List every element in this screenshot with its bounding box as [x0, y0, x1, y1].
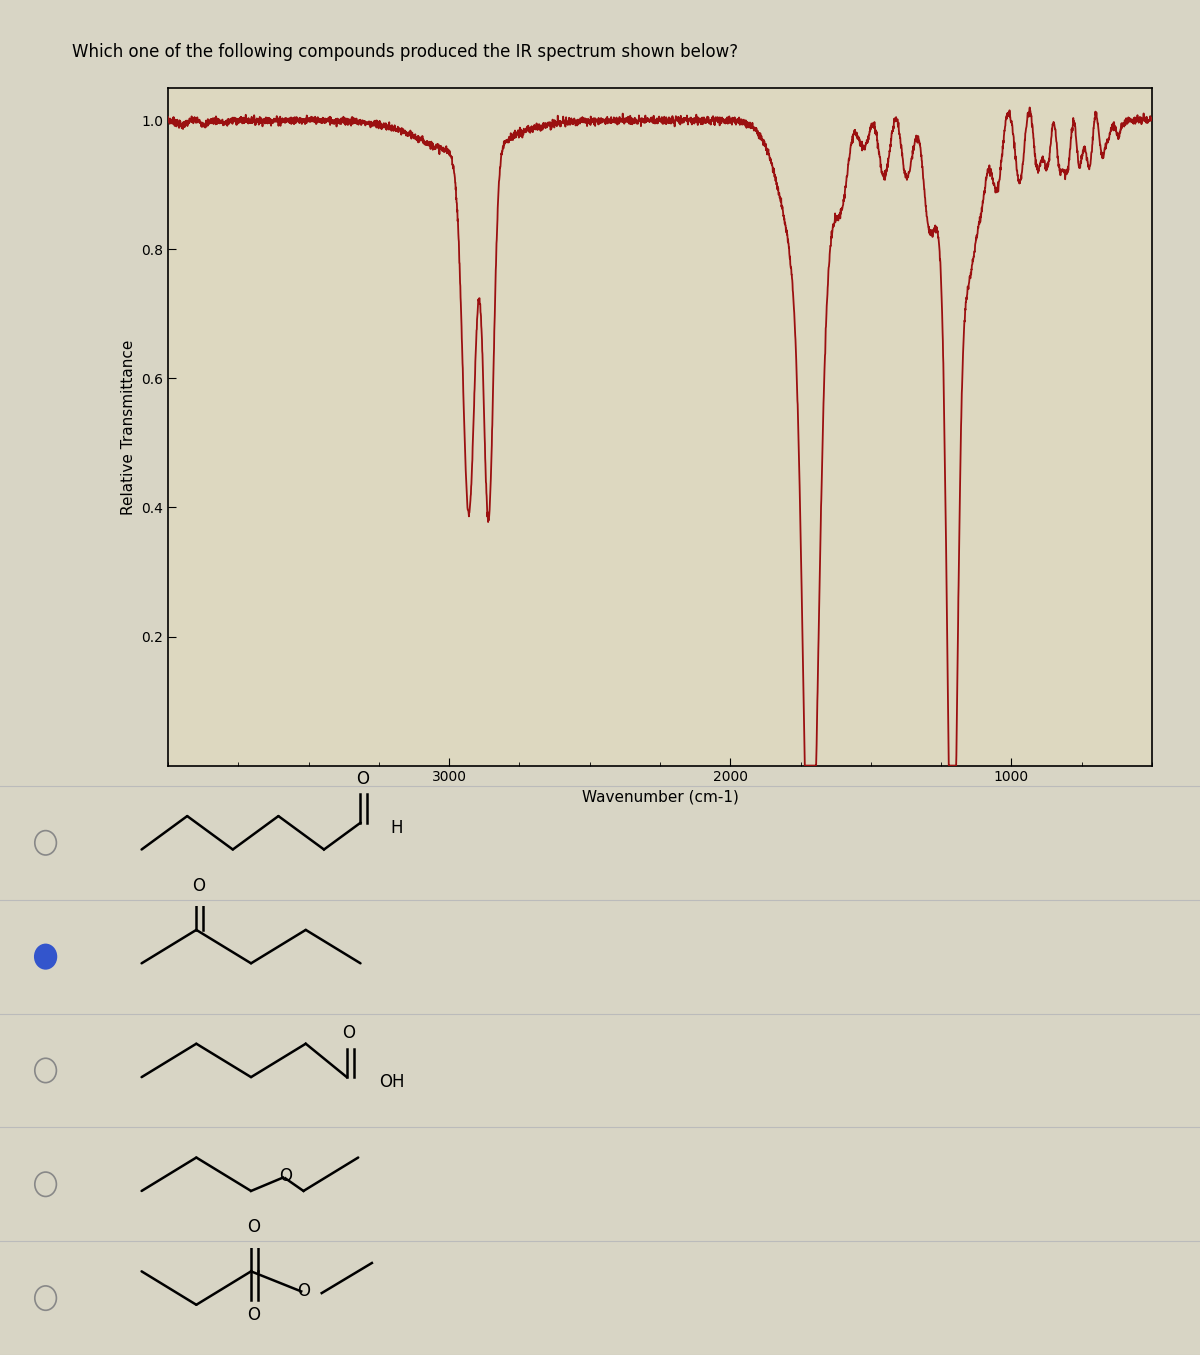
Text: O: O — [247, 1306, 260, 1324]
Text: OH: OH — [379, 1073, 404, 1091]
X-axis label: Wavenumber (cm-1): Wavenumber (cm-1) — [582, 790, 738, 805]
Text: O: O — [356, 770, 370, 787]
Text: O: O — [247, 1218, 260, 1236]
Text: O: O — [278, 1167, 292, 1184]
Text: O: O — [192, 877, 205, 894]
Text: H: H — [390, 818, 403, 837]
Text: O: O — [296, 1282, 310, 1301]
Text: Which one of the following compounds produced the IR spectrum shown below?: Which one of the following compounds pro… — [72, 43, 738, 61]
Text: O: O — [342, 1024, 355, 1042]
Y-axis label: Relative Transmittance: Relative Transmittance — [120, 339, 136, 515]
